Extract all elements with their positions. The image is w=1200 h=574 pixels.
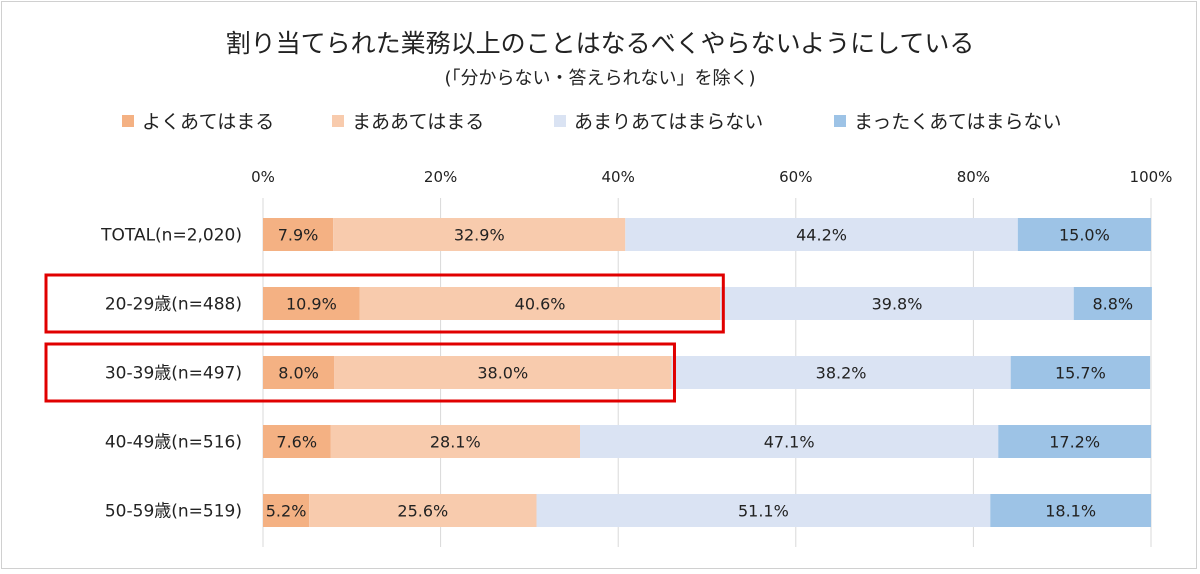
bar-segment	[263, 425, 331, 458]
category-label: 20-29歳(n=488)	[105, 295, 242, 315]
bar-segment	[333, 218, 626, 251]
bar-segment	[330, 425, 581, 458]
category-label: 30-39歳(n=497)	[105, 364, 242, 384]
data-label: 5.2%	[266, 502, 307, 521]
bar-segment	[263, 218, 334, 251]
bar-segment	[998, 425, 1151, 458]
legend-label-1: まああてはまる	[352, 111, 484, 133]
bar-segment	[990, 494, 1151, 527]
data-label: 44.2%	[796, 226, 847, 245]
bar-segment	[1010, 356, 1151, 389]
data-label: 25.6%	[397, 502, 448, 521]
legend-swatch-1	[332, 115, 344, 127]
bar-segment	[263, 287, 360, 320]
data-label: 28.1%	[430, 433, 481, 452]
category-label: 40-49歳(n=516)	[105, 433, 242, 453]
bar-segment	[625, 218, 1018, 251]
tick-label: 40%	[602, 168, 635, 186]
highlight-boxes	[44, 273, 725, 403]
bar-segment	[263, 356, 335, 389]
data-label: 15.7%	[1055, 364, 1106, 383]
legend-label-2: あまりあてはまらない	[574, 111, 763, 133]
data-label: 40.6%	[515, 295, 566, 314]
bar-segment	[334, 356, 672, 389]
legend-swatch-3	[834, 115, 846, 127]
bar-segment	[263, 494, 310, 527]
category-label: TOTAL(n=2,020)	[100, 226, 242, 246]
legend: よくあてはまる まああてはまる あまりあてはまらない まったくあてはまらない	[122, 111, 1061, 133]
data-label: 8.8%	[1092, 295, 1133, 314]
data-label: 17.2%	[1049, 433, 1100, 452]
bar-segment	[1073, 287, 1152, 320]
legend-label-3: まったくあてはまらない	[854, 111, 1061, 133]
bar-segment	[309, 494, 537, 527]
bar-segment	[536, 494, 991, 527]
data-label: 10.9%	[286, 295, 337, 314]
legend-swatch-2	[554, 115, 566, 127]
data-label: 39.8%	[872, 295, 923, 314]
data-label: 7.9%	[278, 226, 319, 245]
chart-subtitle: (「分からない・答えられない」を除く)	[444, 68, 755, 89]
data-label: 47.1%	[764, 433, 815, 452]
category-label: 50-59歳(n=519)	[105, 502, 242, 522]
data-label: 7.6%	[276, 433, 317, 452]
tick-label: 100%	[1130, 168, 1173, 186]
chart-title: 割り当てられた業務以上のことはなるべくやらないようにしている	[226, 29, 975, 58]
highlight-box	[44, 273, 725, 334]
bar-segment	[580, 425, 999, 458]
tick-label: 0%	[251, 168, 275, 186]
data-label: 32.9%	[454, 226, 505, 245]
data-label: 51.1%	[738, 502, 789, 521]
tick-label: 20%	[424, 168, 457, 186]
tick-label: 80%	[957, 168, 990, 186]
bar-segment	[671, 356, 1011, 389]
data-label: 18.1%	[1045, 502, 1096, 521]
legend-swatch-0	[122, 115, 134, 127]
data-label: 38.0%	[477, 364, 528, 383]
bar-segment	[1017, 218, 1151, 251]
tick-label: 60%	[779, 168, 812, 186]
legend-label-0: よくあてはまる	[142, 111, 274, 133]
data-label: 8.0%	[278, 364, 319, 383]
data-label: 38.2%	[816, 364, 867, 383]
bars: TOTAL(n=2,020) 7.9% 32.9% 44.2% 15.0% 20-29歳(…	[100, 218, 1152, 527]
bar-segment	[720, 287, 1074, 320]
highlight-box	[44, 342, 676, 403]
data-label: 15.0%	[1059, 226, 1110, 245]
bar-segment	[359, 287, 721, 320]
